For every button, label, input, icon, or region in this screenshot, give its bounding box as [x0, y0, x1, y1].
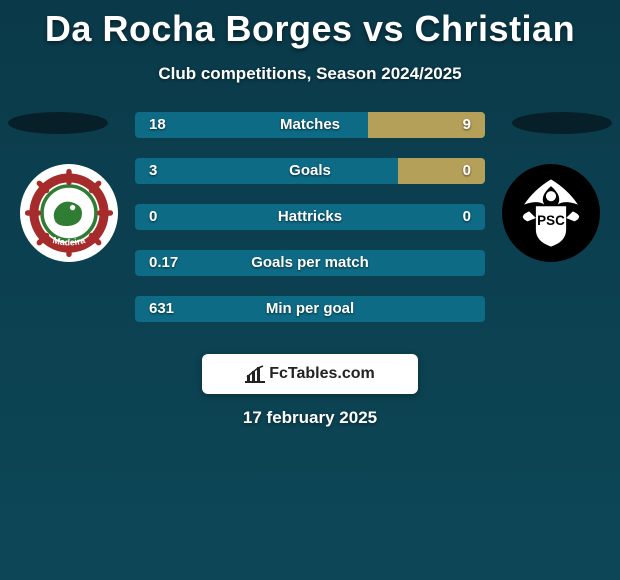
stat-label: Matches	[280, 112, 340, 138]
stat-label: Hattricks	[278, 204, 342, 230]
stats-container: 18 9 Matches 3 0 Goals 0 0 Hattricks 0.17 Goals pe…	[135, 112, 485, 322]
stat-bar-right	[398, 158, 486, 184]
brand-label: FcTables.com	[245, 365, 375, 383]
date-label: 17 february 2025	[243, 408, 377, 428]
comparison-area: Madeira PSC 18 9 Matches 3 0 Goals 0 0 Hattricks…	[0, 112, 620, 352]
brand-text: FcTables.com	[269, 365, 375, 383]
stat-value-right: 0	[463, 158, 471, 184]
club-logo-left: Madeira	[20, 164, 118, 262]
stat-value-right: 9	[463, 112, 471, 138]
chart-icon	[245, 365, 265, 383]
stat-value-left: 0.17	[149, 250, 178, 276]
portimonense-icon: PSC	[509, 171, 593, 255]
maritimo-icon: Madeira	[24, 168, 114, 258]
stat-label: Goals per match	[251, 250, 369, 276]
subtitle: Club competitions, Season 2024/2025	[0, 64, 620, 84]
stat-row: 631 Min per goal	[135, 296, 485, 322]
brand-card[interactable]: FcTables.com	[202, 354, 418, 394]
stat-label: Min per goal	[266, 296, 354, 322]
stat-row: 18 9 Matches	[135, 112, 485, 138]
stat-bar-left	[135, 158, 398, 184]
stat-value-left: 3	[149, 158, 157, 184]
stat-label: Goals	[289, 158, 331, 184]
club-logo-right: PSC	[502, 164, 600, 262]
page-title: Da Rocha Borges vs Christian	[0, 0, 620, 50]
stat-value-right: 0	[463, 204, 471, 230]
stat-row: 0 0 Hattricks	[135, 204, 485, 230]
stat-value-left: 631	[149, 296, 174, 322]
stat-value-left: 0	[149, 204, 157, 230]
svg-text:PSC: PSC	[537, 213, 565, 228]
stat-row: 3 0 Goals	[135, 158, 485, 184]
stat-row: 0.17 Goals per match	[135, 250, 485, 276]
player-shadow-right	[512, 112, 612, 134]
player-shadow-left	[8, 112, 108, 134]
stat-value-left: 18	[149, 112, 166, 138]
